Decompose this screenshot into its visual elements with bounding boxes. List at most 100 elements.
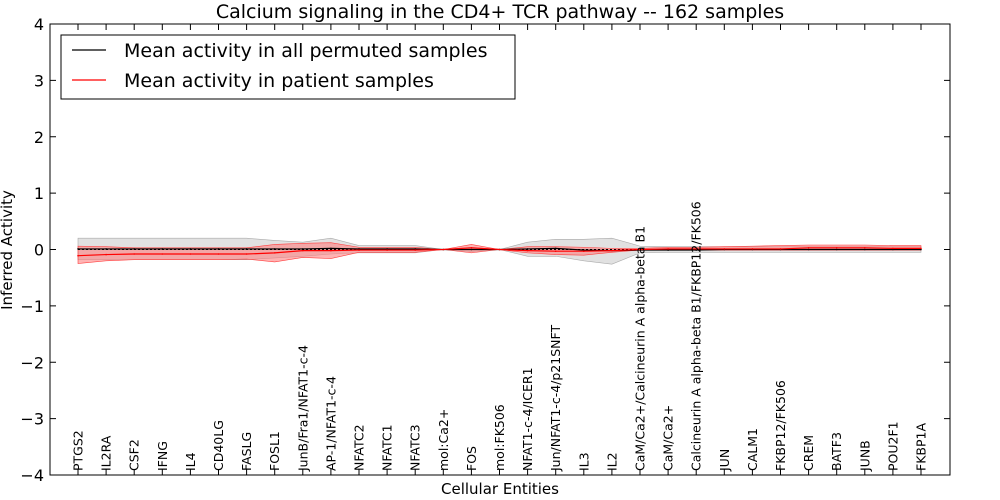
point-series-1-6 [245,253,248,255]
point-series-1-30 [920,247,922,250]
x-category-label: IL2RA [99,435,114,471]
point-series-1-24 [751,248,754,250]
point-series-1-18 [583,250,585,252]
point-series-0-3 [161,248,164,250]
point-series-1-23 [723,248,726,250]
y-tick-label: 2 [34,128,44,147]
point-series-0-1 [105,248,107,250]
point-series-0-9 [330,247,332,250]
point-series-1-1 [105,253,107,256]
x-category-label: NFATC3 [408,424,423,471]
point-series-1-14 [470,247,473,249]
confidence-bands [77,237,922,265]
point-series-1-29 [892,247,894,250]
point-series-0-17 [554,247,557,250]
point-series-0-10 [358,248,360,250]
x-category-label: FASLG [239,432,254,471]
x-category-label: FKBP12/FK506 [773,380,788,471]
x-category-label: IFNG [155,441,170,471]
x-category-label: CaM/Ca2+/Calcineurin A alpha-beta B1 [633,226,648,471]
point-series-1-8 [302,249,304,252]
point-series-1-10 [358,249,360,251]
point-series-1-4 [189,253,192,255]
y-axis: −4 −3 −2 −1 0 1 2 3 4 [20,15,950,485]
point-series-0-8 [302,248,304,250]
x-category-label: AP-1/NFAT1-c-4 [323,376,338,471]
point-series-1-16 [526,249,529,252]
point-series-0-2 [133,248,135,250]
x-category-label: mol:Ca2+ [436,409,451,471]
point-series-1-17 [554,250,557,252]
point-series-0-22 [695,249,697,251]
point-series-0-29 [892,248,894,251]
x-category-label: POU2F1 [885,421,900,471]
point-series-1-15 [498,248,501,251]
point-series-0-18 [583,249,585,251]
point-series-1-7 [273,252,276,254]
point-series-1-20 [639,248,641,251]
chart-title: Calcium signaling in the CD4+ TCR pathwa… [216,1,784,23]
legend-label-permuted: Mean activity in all permuted samples [124,40,487,62]
x-axis: PTGS2 IL2RA CSF2 IFNG IL4 CD40LG FASLG FOSL1 Jun… [71,24,929,475]
x-category-label: CALM1 [745,428,760,471]
point-series-0-28 [864,248,866,251]
point-series-1-22 [695,248,697,250]
y-tick-label: −4 [20,466,44,485]
x-category-label: IL4 [183,452,198,471]
x-category-label: mol:FK506 [492,404,507,471]
y-tick-label: 4 [34,15,44,34]
point-series-1-12 [414,249,417,251]
point-series-0-6 [245,248,248,250]
point-series-0-30 [920,248,922,251]
point-series-0-27 [835,248,838,251]
x-category-label: JUN [717,449,732,472]
x-category-label: JunB/Fra1/NFAT1-c-4 [295,345,310,472]
point-series-1-28 [864,247,866,249]
y-tick-label: 1 [34,184,44,203]
point-series-1-2 [133,253,135,255]
x-category-label: IL2 [604,452,619,471]
point-series-0-26 [807,248,810,251]
legend-label-patient: Mean activity in patient samples [124,70,434,92]
point-series-0-12 [414,248,417,250]
legend: Mean activity in all permuted samples Me… [60,34,516,100]
point-series-1-19 [611,249,613,252]
x-category-label: FOS [464,446,479,471]
x-category-label: CaM/Ca2+ [661,405,676,471]
point-series-0-7 [273,248,276,250]
legend-box [60,34,516,100]
point-series-1-26 [807,247,810,249]
point-series-1-5 [217,253,220,255]
point-series-0-5 [217,248,220,250]
point-series-0-14 [470,248,473,251]
y-tick-label: −2 [20,353,44,372]
point-series-0-4 [189,248,192,250]
point-series-1-27 [835,247,838,249]
y-tick-label: −3 [20,410,44,429]
x-category-label: Calcineurin A alpha-beta B1/FKBP12/FK506 [689,201,704,471]
point-series-1-9 [330,249,332,252]
x-category-label: CSF2 [127,439,142,471]
series-lines [77,247,922,257]
point-series-1-11 [386,249,388,251]
x-category-label: NFATC2 [352,424,367,471]
x-category-label: IL3 [576,452,591,471]
x-category-label: FOSL1 [267,431,282,471]
x-category-label: JUNB [857,440,872,472]
point-series-1-25 [779,248,782,250]
x-category-label: FKBP1A [914,423,929,471]
x-category-label: NFAT1-c-4/ICER1 [520,367,535,471]
point-series-0-21 [667,249,669,251]
x-category-label: CREM [801,435,816,471]
x-category-label: CD40LG [211,420,226,471]
point-series-0-11 [386,248,388,250]
y-tick-label: 3 [34,71,44,90]
point-series-1-21 [667,248,669,250]
point-series-1-3 [161,253,164,255]
y-tick-label: −1 [20,297,44,316]
point-series-0-0 [77,248,79,250]
x-category-label: NFATC1 [380,424,395,471]
y-tick-label: 0 [34,241,44,260]
x-category-label: PTGS2 [71,430,86,471]
